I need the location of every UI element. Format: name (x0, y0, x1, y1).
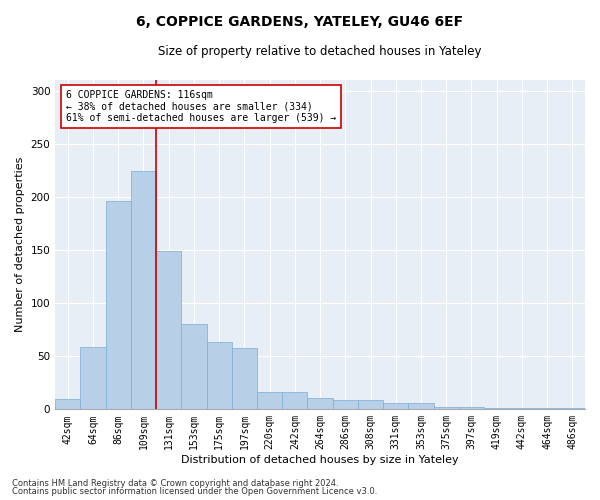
Bar (232, 348, 257, 410)
Bar (332, 400, 358, 409)
Bar (156, 251, 181, 410)
Bar (560, 408, 585, 410)
Bar (509, 408, 535, 410)
Bar (383, 403, 409, 409)
Bar (409, 403, 434, 409)
Bar (181, 324, 206, 410)
Y-axis label: Number of detached properties: Number of detached properties (15, 157, 25, 332)
Bar (535, 408, 560, 410)
Text: Contains public sector information licensed under the Open Government Licence v3: Contains public sector information licen… (12, 487, 377, 496)
Text: 6 COPPICE GARDENS: 116sqm
← 38% of detached houses are smaller (334)
61% of semi: 6 COPPICE GARDENS: 116sqm ← 38% of detac… (66, 90, 336, 123)
Text: 6, COPPICE GARDENS, YATELEY, GU46 6EF: 6, COPPICE GARDENS, YATELEY, GU46 6EF (136, 15, 464, 29)
Bar (358, 400, 383, 409)
Bar (131, 172, 156, 410)
Text: Contains HM Land Registry data © Crown copyright and database right 2024.: Contains HM Land Registry data © Crown c… (12, 478, 338, 488)
Bar (206, 342, 232, 409)
Bar (257, 392, 282, 409)
X-axis label: Distribution of detached houses by size in Yateley: Distribution of detached houses by size … (181, 455, 459, 465)
Bar (484, 408, 509, 410)
Bar (459, 407, 484, 410)
Bar (434, 407, 459, 410)
Title: Size of property relative to detached houses in Yateley: Size of property relative to detached ho… (158, 45, 482, 58)
Bar (80, 346, 106, 410)
Bar (106, 201, 131, 410)
Bar (282, 392, 307, 409)
Bar (307, 398, 332, 409)
Bar (55, 398, 80, 409)
